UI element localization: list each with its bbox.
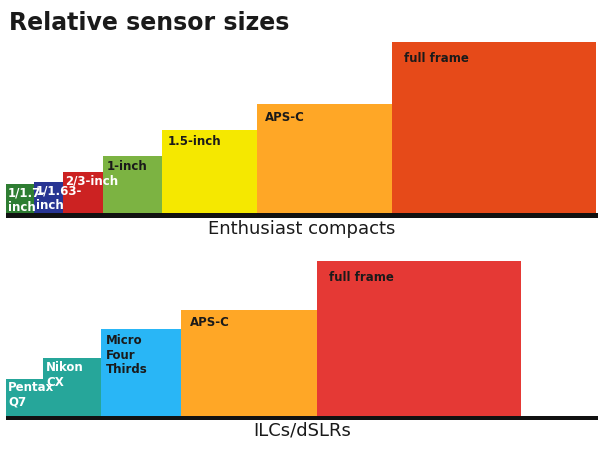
Bar (6, 184, 34, 213)
Bar (63, 172, 103, 213)
Text: ILCs/dSLRs: ILCs/dSLRs (253, 422, 351, 440)
Text: APS-C: APS-C (190, 316, 229, 329)
Bar (317, 262, 521, 416)
Text: Pentax
Q7: Pentax Q7 (9, 382, 54, 409)
Text: Micro
Four
Thirds: Micro Four Thirds (106, 334, 148, 376)
Bar (34, 182, 63, 213)
Bar (257, 104, 392, 213)
Bar (43, 358, 101, 416)
Text: full frame: full frame (329, 271, 393, 284)
Text: 1-inch: 1-inch (107, 160, 148, 173)
Text: 1.5-inch: 1.5-inch (167, 135, 221, 148)
Text: APS-C: APS-C (265, 111, 304, 124)
Bar (6, 416, 598, 420)
Text: Nikon
CX: Nikon CX (46, 361, 84, 389)
Bar (6, 379, 43, 416)
Text: 2/3-inch: 2/3-inch (65, 174, 118, 187)
Bar (162, 130, 257, 213)
Bar (392, 42, 597, 213)
Text: full frame: full frame (404, 52, 469, 65)
Bar (181, 310, 317, 416)
Text: 1/1.7-
inch: 1/1.7- inch (8, 186, 46, 213)
Text: Enthusiast compacts: Enthusiast compacts (208, 220, 396, 238)
Bar (6, 213, 598, 218)
Text: 1/1.63-
inch: 1/1.63- inch (35, 184, 82, 212)
Text: Relative sensor sizes: Relative sensor sizes (9, 11, 290, 35)
Bar (103, 156, 162, 213)
Bar (101, 329, 181, 416)
